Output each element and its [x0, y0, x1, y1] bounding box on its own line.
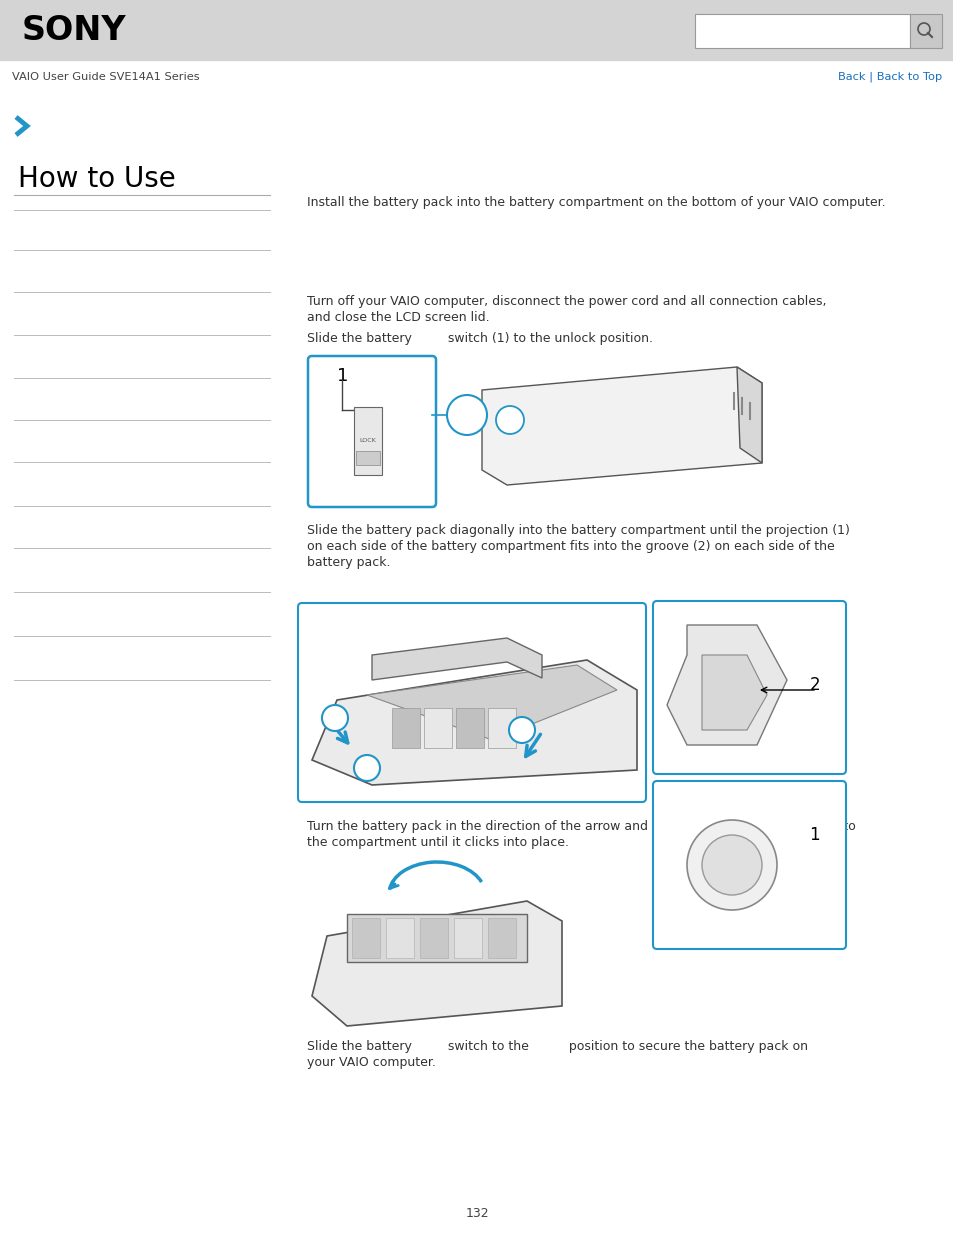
Bar	[695, 14, 909, 48]
Text: Turn the battery pack in the direction of the arrow and push the battery pack do: Turn the battery pack in the direction o…	[307, 820, 855, 832]
Circle shape	[686, 820, 776, 910]
Text: VAIO User Guide SVE14A1 Series: VAIO User Guide SVE14A1 Series	[12, 72, 199, 82]
Text: Slide the battery         switch (1) to the unlock position.: Slide the battery switch (1) to the unlo…	[307, 332, 652, 345]
Text: 2: 2	[808, 676, 820, 694]
Bar	[423, 708, 452, 748]
Text: on each side of the battery compartment fits into the groove (2) on each side of: on each side of the battery compartment …	[307, 540, 834, 553]
Text: 132: 132	[465, 1207, 488, 1220]
Bar	[454, 918, 481, 958]
Bar	[354, 408, 381, 475]
Text: Turn off your VAIO computer, disconnect the power cord and all connection cables: Turn off your VAIO computer, disconnect …	[307, 295, 825, 308]
Text: battery pack.: battery pack.	[307, 556, 390, 569]
Text: LOCK: LOCK	[359, 438, 376, 443]
Text: Install the battery pack into the battery compartment on the bottom of your VAIO: Install the battery pack into the batter…	[307, 196, 884, 209]
FancyBboxPatch shape	[652, 781, 845, 948]
Text: and close the LCD screen lid.: and close the LCD screen lid.	[307, 311, 489, 324]
Circle shape	[322, 705, 348, 731]
Bar	[355, 451, 379, 466]
Circle shape	[509, 718, 535, 743]
Circle shape	[701, 835, 761, 895]
Polygon shape	[312, 659, 637, 785]
Text: Back | Back to Top: Back | Back to Top	[837, 72, 941, 83]
Text: your VAIO computer.: your VAIO computer.	[307, 1056, 436, 1070]
Text: the compartment until it clicks into place.: the compartment until it clicks into pla…	[307, 836, 568, 848]
Bar	[456, 708, 483, 748]
Circle shape	[917, 23, 929, 35]
Circle shape	[447, 395, 486, 435]
Polygon shape	[737, 367, 761, 463]
Bar	[352, 918, 379, 958]
Text: SONY: SONY	[22, 14, 127, 47]
Bar	[392, 708, 419, 748]
Text: 1: 1	[336, 367, 348, 385]
Polygon shape	[481, 367, 761, 485]
Polygon shape	[372, 638, 541, 680]
FancyBboxPatch shape	[652, 601, 845, 774]
Polygon shape	[367, 664, 617, 740]
FancyBboxPatch shape	[308, 356, 436, 508]
Bar	[386, 918, 414, 958]
Circle shape	[354, 755, 379, 781]
Bar	[419, 918, 448, 958]
Bar	[488, 708, 516, 748]
Bar	[347, 914, 526, 962]
Text: Slide the battery pack diagonally into the battery compartment until the project: Slide the battery pack diagonally into t…	[307, 524, 849, 537]
Text: 1: 1	[808, 826, 820, 844]
Polygon shape	[312, 902, 561, 1026]
Bar	[909, 14, 941, 48]
Polygon shape	[666, 625, 786, 745]
Text: How to Use: How to Use	[18, 165, 175, 193]
Circle shape	[496, 406, 523, 433]
Bar	[0, 0, 953, 61]
Polygon shape	[701, 655, 766, 730]
Bar	[488, 918, 516, 958]
Text: Slide the battery         switch to the          position to secure the battery : Slide the battery switch to the position…	[307, 1040, 807, 1053]
